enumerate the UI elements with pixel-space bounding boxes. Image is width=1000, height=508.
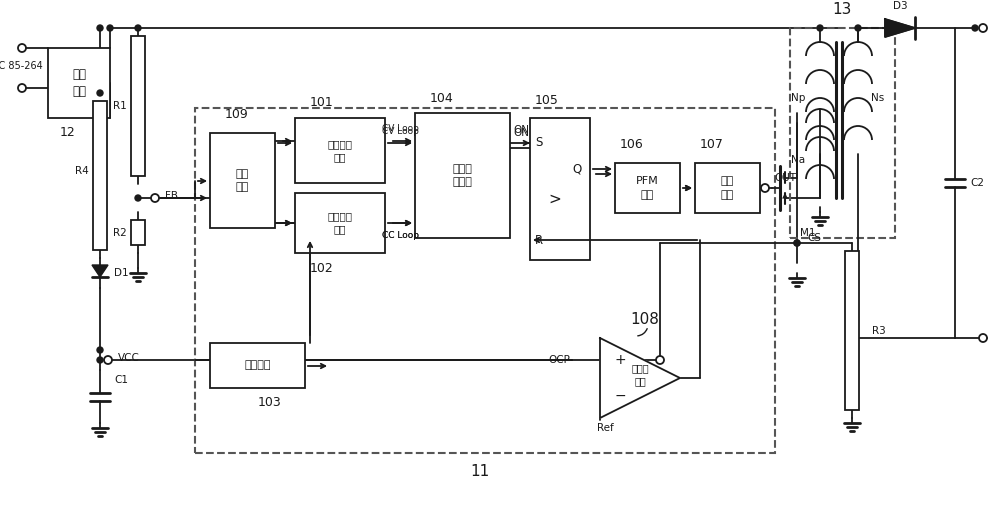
Text: 13: 13 [832,3,852,17]
Bar [131,36,145,176]
Text: 逐周期
限流: 逐周期 限流 [631,363,649,387]
Bar [615,163,680,213]
Text: CC Loop: CC Loop [382,231,418,240]
Text: R2: R2 [113,228,127,238]
Circle shape [18,84,26,92]
Text: 开启信
号逻辑: 开启信 号逻辑 [453,164,472,187]
Text: M1: M1 [800,228,816,238]
Circle shape [979,334,987,342]
Polygon shape [885,19,915,37]
Text: −: − [614,389,626,403]
Circle shape [18,44,26,52]
Circle shape [761,184,769,192]
Text: R3: R3 [872,326,886,336]
Bar [210,343,305,388]
Text: >: > [549,192,561,206]
Circle shape [97,25,103,31]
Bar [48,48,110,118]
Text: 驱动
单元: 驱动 单元 [721,176,734,200]
Circle shape [979,24,987,32]
Text: 101: 101 [310,97,334,110]
Text: C2: C2 [970,178,984,188]
Text: D1: D1 [114,268,129,278]
Bar [845,251,859,410]
Circle shape [817,25,823,31]
Circle shape [97,347,103,353]
Bar [790,28,895,238]
Bar [295,118,385,183]
Text: 102: 102 [310,262,334,274]
Text: 107: 107 [700,139,724,151]
Circle shape [97,357,103,363]
Text: 内建电源: 内建电源 [244,361,271,370]
Bar [131,220,145,245]
Text: Q: Q [572,163,581,175]
Circle shape [135,25,141,31]
Text: PFM
单元: PFM 单元 [636,176,659,200]
Text: 106: 106 [620,139,644,151]
Text: Ref: Ref [597,423,613,433]
Text: OUT: OUT [774,173,796,183]
Text: Np: Np [791,93,805,103]
Bar [295,193,385,253]
Text: D3: D3 [893,1,907,11]
Circle shape [855,25,861,31]
Circle shape [794,240,800,246]
Text: VCC: VCC [118,353,140,363]
Circle shape [107,25,113,31]
Text: 12: 12 [60,126,76,140]
Text: ON: ON [513,125,529,135]
Text: 整流
单元: 整流 单元 [72,68,86,98]
Polygon shape [600,338,680,418]
Circle shape [656,356,664,364]
Text: C1: C1 [114,375,128,385]
Bar [93,101,107,250]
Text: R4: R4 [75,166,89,176]
Text: CC Loop: CC Loop [382,231,418,240]
Text: ON: ON [513,128,529,138]
Text: OCP: OCP [548,355,570,365]
Bar [415,113,510,238]
Bar [195,108,775,453]
Text: 恒流环路
控制: 恒流环路 控制 [328,211,352,235]
Text: AC 85-264: AC 85-264 [0,61,42,71]
Circle shape [104,356,112,364]
Polygon shape [92,265,108,277]
Text: 采样
保持: 采样 保持 [236,169,249,192]
Circle shape [151,194,159,202]
Text: S: S [535,137,542,149]
Text: CV Loop: CV Loop [382,127,418,136]
Text: 104: 104 [430,91,454,105]
Text: 108: 108 [631,312,659,328]
Text: CV Loop: CV Loop [382,124,418,133]
Text: 109: 109 [225,109,249,121]
Circle shape [972,25,978,31]
Text: 恒压环路
控制: 恒压环路 控制 [328,139,352,162]
Text: +: + [614,353,626,367]
Text: R1: R1 [113,101,127,111]
Bar [210,133,275,228]
Text: Ns: Ns [871,93,885,103]
Text: 11: 11 [470,463,490,479]
Text: R: R [535,234,543,246]
Circle shape [97,90,103,96]
Text: Na: Na [791,155,805,165]
Bar [695,163,760,213]
Text: FB: FB [165,191,178,201]
Text: 105: 105 [535,93,559,107]
Circle shape [135,195,141,201]
Circle shape [794,240,800,246]
Text: 103: 103 [258,397,282,409]
Bar [530,118,590,260]
Text: CS: CS [807,233,821,243]
